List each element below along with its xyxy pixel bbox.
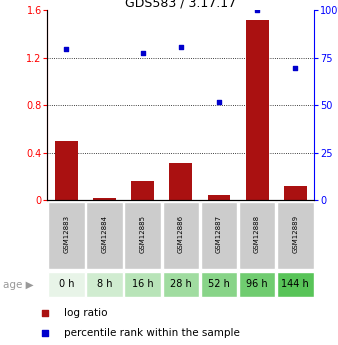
- Text: 96 h: 96 h: [246, 279, 268, 289]
- Point: [42, 330, 47, 336]
- Point: [178, 45, 184, 50]
- Bar: [277, 272, 314, 297]
- Text: 8 h: 8 h: [97, 279, 112, 289]
- Bar: [93, 198, 116, 200]
- Text: log ratio: log ratio: [65, 308, 108, 318]
- Text: 28 h: 28 h: [170, 279, 192, 289]
- Bar: [124, 201, 161, 269]
- Bar: [163, 201, 199, 269]
- Bar: [169, 163, 192, 200]
- Bar: [163, 272, 199, 297]
- Bar: [86, 272, 123, 297]
- Text: 144 h: 144 h: [282, 279, 309, 289]
- Text: GSM12887: GSM12887: [216, 215, 222, 253]
- Point: [140, 50, 145, 56]
- Text: GSM12888: GSM12888: [254, 215, 260, 253]
- Bar: [201, 272, 237, 297]
- Bar: [284, 186, 307, 200]
- Text: GSM12885: GSM12885: [140, 215, 146, 253]
- Bar: [246, 20, 269, 200]
- Text: 0 h: 0 h: [58, 279, 74, 289]
- Text: GSM12883: GSM12883: [64, 215, 69, 253]
- Point: [216, 100, 222, 105]
- Title: GDS583 / 3.17.17: GDS583 / 3.17.17: [125, 0, 236, 9]
- Bar: [277, 201, 314, 269]
- Text: GSM12889: GSM12889: [292, 215, 298, 253]
- Point: [293, 66, 298, 71]
- Text: percentile rank within the sample: percentile rank within the sample: [65, 328, 240, 338]
- Bar: [239, 201, 275, 269]
- Bar: [131, 181, 154, 200]
- Text: GSM12886: GSM12886: [178, 215, 184, 253]
- Point: [42, 310, 47, 316]
- Bar: [55, 141, 78, 200]
- Bar: [239, 272, 275, 297]
- Point: [64, 47, 69, 52]
- Text: 16 h: 16 h: [132, 279, 153, 289]
- Bar: [208, 195, 231, 200]
- Bar: [124, 272, 161, 297]
- Point: [255, 8, 260, 13]
- Bar: [48, 272, 85, 297]
- Bar: [201, 201, 237, 269]
- Bar: [86, 201, 123, 269]
- Text: 52 h: 52 h: [208, 279, 230, 289]
- Text: GSM12884: GSM12884: [101, 215, 107, 253]
- Text: age ▶: age ▶: [3, 280, 34, 289]
- Bar: [48, 201, 85, 269]
